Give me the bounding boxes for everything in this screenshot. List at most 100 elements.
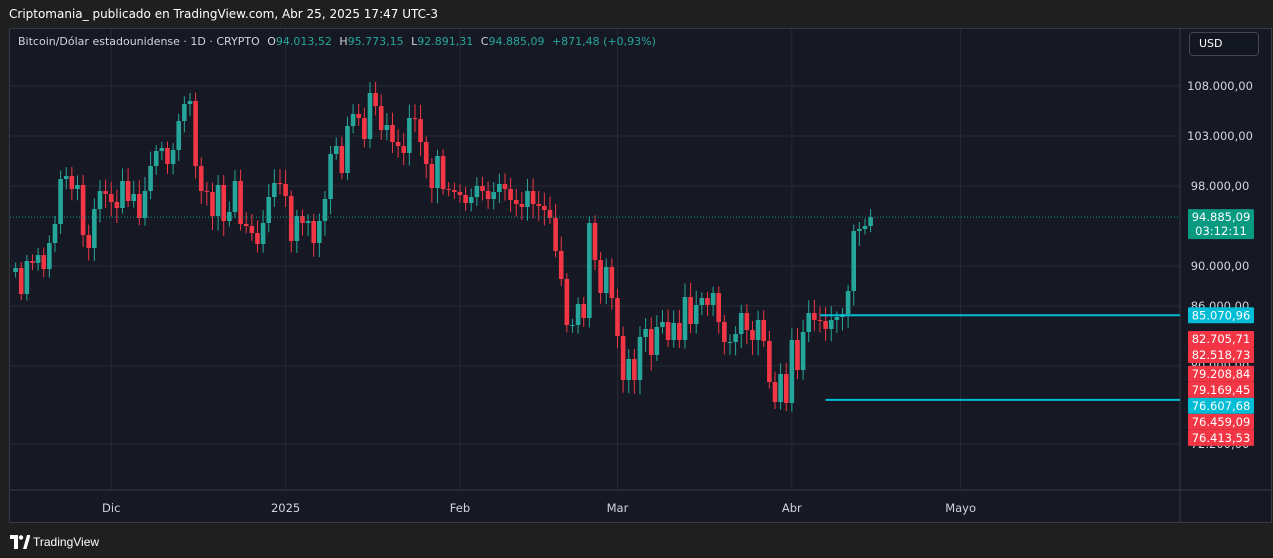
candle-down[interactable]	[41, 255, 47, 269]
candle-up[interactable]	[97, 191, 103, 209]
candle-down[interactable]	[598, 260, 603, 293]
candle-down[interactable]	[277, 183, 283, 184]
candle-up[interactable]	[294, 216, 300, 241]
candle-up[interactable]	[24, 261, 30, 294]
candle-down[interactable]	[362, 118, 367, 139]
candle-down[interactable]	[716, 293, 722, 322]
candle-down[interactable]	[688, 297, 693, 324]
candle-up[interactable]	[407, 118, 412, 153]
candle-up[interactable]	[497, 184, 502, 192]
candle-down[interactable]	[542, 206, 547, 210]
candle-up[interactable]	[587, 223, 592, 318]
candle-up[interactable]	[367, 93, 373, 139]
candle-up[interactable]	[755, 320, 761, 340]
candle-down[interactable]	[772, 382, 778, 402]
candle-up[interactable]	[131, 194, 137, 201]
candle-down[interactable]	[705, 298, 710, 305]
candle-down[interactable]	[243, 224, 249, 226]
candle-up[interactable]	[738, 313, 744, 334]
candle-down[interactable]	[615, 298, 620, 336]
candle-up[interactable]	[272, 183, 277, 197]
candle-down[interactable]	[339, 146, 345, 173]
tradingview-logo-icon[interactable]	[10, 535, 30, 549]
candle-up[interactable]	[806, 313, 812, 332]
candle-up[interactable]	[148, 166, 153, 191]
candle-up[interactable]	[654, 327, 660, 355]
candle-up[interactable]	[187, 101, 193, 104]
candle-down[interactable]	[508, 189, 513, 200]
candle-down[interactable]	[592, 223, 598, 260]
candle-up[interactable]	[13, 268, 18, 272]
candle-down[interactable]	[581, 304, 587, 318]
candle-down[interactable]	[204, 191, 210, 192]
candle-up[interactable]	[857, 229, 862, 231]
candle-down[interactable]	[373, 93, 378, 106]
candle-down[interactable]	[722, 322, 727, 342]
tradingview-brand[interactable]: TradingView	[33, 535, 100, 549]
candle-down[interactable]	[378, 106, 384, 130]
candle-down[interactable]	[418, 119, 423, 142]
candle-up[interactable]	[834, 317, 840, 320]
candle-down[interactable]	[446, 189, 452, 190]
candle-down[interactable]	[452, 190, 457, 192]
candle-down[interactable]	[401, 146, 407, 153]
candle-up[interactable]	[153, 151, 159, 166]
candle-down[interactable]	[553, 218, 558, 251]
candle-down[interactable]	[795, 340, 800, 370]
candle-down[interactable]	[238, 181, 243, 224]
candle-up[interactable]	[322, 199, 328, 221]
candle-up[interactable]	[491, 192, 497, 199]
candle-down[interactable]	[423, 142, 429, 164]
candle-down[interactable]	[103, 191, 108, 194]
candle-up[interactable]	[575, 304, 581, 325]
candle-down[interactable]	[564, 279, 570, 325]
candle-down[interactable]	[221, 185, 227, 221]
candle-up[interactable]	[227, 212, 232, 221]
candle-down[interactable]	[30, 261, 35, 263]
candle-down[interactable]	[86, 235, 92, 248]
candle-down[interactable]	[108, 194, 114, 202]
candle-up[interactable]	[47, 243, 52, 269]
chart-frame[interactable]	[9, 28, 1272, 523]
candle-down[interactable]	[390, 125, 395, 142]
candle-down[interactable]	[744, 313, 750, 330]
candle-up[interactable]	[868, 217, 873, 226]
candle-down[interactable]	[18, 268, 24, 294]
candle-down[interactable]	[620, 336, 626, 380]
candle-down[interactable]	[283, 184, 288, 196]
candle-up[interactable]	[215, 185, 221, 216]
candle-down[interactable]	[80, 185, 86, 235]
candle-down[interactable]	[356, 114, 362, 118]
candle-up[interactable]	[350, 114, 356, 126]
candle-down[interactable]	[125, 181, 131, 201]
candle-down[interactable]	[137, 194, 142, 218]
candle-up[interactable]	[345, 126, 350, 173]
candle-up[interactable]	[333, 146, 339, 154]
candle-down[interactable]	[255, 233, 260, 244]
candle-up[interactable]	[182, 104, 187, 121]
candle-up[interactable]	[35, 255, 41, 263]
candle-down[interactable]	[812, 313, 817, 320]
candle-up[interactable]	[328, 154, 333, 199]
candle-up[interactable]	[317, 221, 322, 243]
candle-up[interactable]	[643, 329, 648, 337]
candle-down[interactable]	[823, 321, 828, 329]
candle-up[interactable]	[660, 322, 665, 327]
candle-up[interactable]	[603, 267, 609, 293]
candle-down[interactable]	[429, 164, 435, 188]
candle-up[interactable]	[862, 226, 868, 229]
symbol-name[interactable]: Bitcoin/Dólar estadounidense · 1D · CRYP…	[18, 35, 260, 48]
candle-down[interactable]	[761, 320, 767, 341]
candle-up[interactable]	[637, 337, 643, 380]
candle-up[interactable]	[525, 191, 530, 207]
candle-down[interactable]	[288, 196, 294, 241]
candle-down[interactable]	[440, 156, 446, 189]
candle-up[interactable]	[75, 185, 80, 189]
candle-down[interactable]	[485, 191, 491, 199]
candle-down[interactable]	[750, 330, 755, 340]
candle-down[interactable]	[513, 200, 519, 204]
candle-down[interactable]	[412, 118, 418, 119]
candle-up[interactable]	[159, 148, 165, 151]
candle-up[interactable]	[727, 342, 733, 343]
